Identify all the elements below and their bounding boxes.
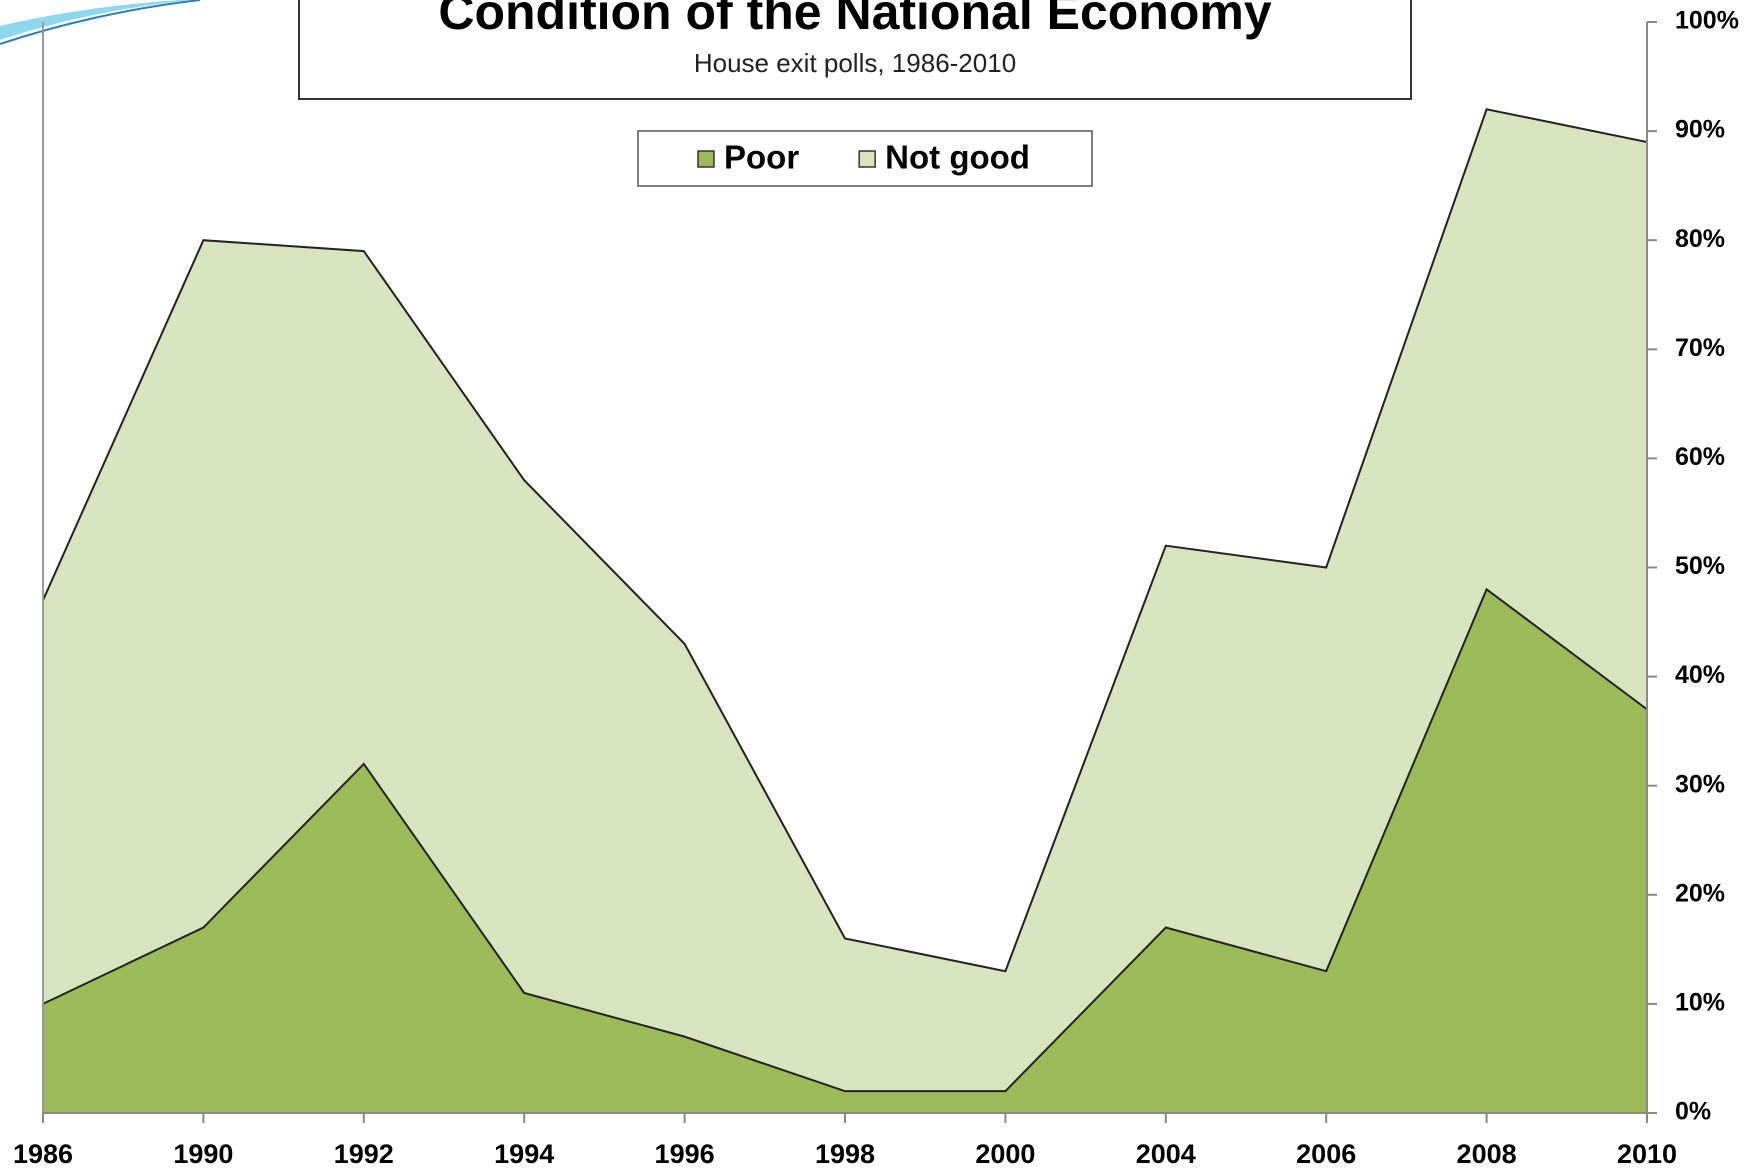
y-tick-label: 10% [1675, 989, 1725, 1017]
y-tick-label: 70% [1675, 334, 1725, 362]
y-tick-label: 50% [1675, 552, 1725, 580]
decor-line [0, 0, 201, 45]
x-tick-label: 1990 [173, 1139, 233, 1169]
x-tick-label: 1986 [13, 1139, 73, 1169]
y-tick-label: 100% [1675, 7, 1739, 35]
plot-area: 0% 10% 20% 30% 40% 50% 60% 70% 80% 90% 100% 1986 199… [13, 7, 1739, 1170]
legend-swatch [697, 150, 715, 168]
title-box [298, 0, 1412, 100]
y-tick-label: 80% [1675, 225, 1725, 253]
chart-title: Condition of the National Economy [438, 0, 1271, 40]
legend-swatch [858, 150, 876, 168]
x-tick-label: 1992 [334, 1139, 394, 1169]
x-tick-label: 2008 [1457, 1139, 1517, 1169]
y-tick-label: 40% [1675, 661, 1725, 689]
y-tick-label: 0% [1675, 1098, 1711, 1126]
legend-label: Poor [724, 139, 799, 176]
x-tick-label: 2004 [1136, 1139, 1196, 1169]
x-tick-label: 2010 [1617, 1139, 1677, 1169]
chart-subtitle: House exit polls, 1986-2010 [694, 48, 1016, 78]
x-tick-label: 1996 [655, 1139, 715, 1169]
x-tick-label: 1994 [494, 1139, 554, 1169]
legend: Poor Not good [697, 139, 1030, 176]
x-tick-label: 2000 [975, 1139, 1035, 1169]
y-tick-label: 60% [1675, 443, 1725, 471]
y-tick-label: 30% [1675, 770, 1725, 798]
x-tick-label: 1998 [815, 1139, 875, 1169]
decor-swoosh [0, 0, 190, 40]
y-tick-label: 20% [1675, 879, 1725, 907]
x-tick-label: 2006 [1296, 1139, 1356, 1169]
y-tick-label: 90% [1675, 116, 1725, 144]
legend-label: Not good [885, 139, 1030, 176]
